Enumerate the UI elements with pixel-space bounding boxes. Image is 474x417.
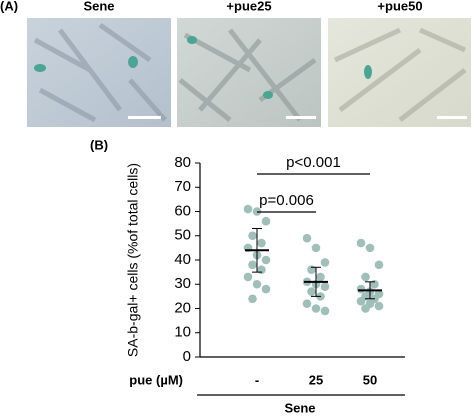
panel-label: (B) xyxy=(90,137,108,152)
image-title: +pue50 xyxy=(377,0,422,13)
data-point xyxy=(248,260,257,270)
data-point xyxy=(248,231,257,241)
data-point xyxy=(374,301,384,311)
y-tick-label: 60 xyxy=(174,202,191,219)
data-point xyxy=(361,272,370,282)
data-point xyxy=(361,304,370,313)
annotation: p=0.006 xyxy=(259,192,314,209)
group-label: Sene xyxy=(284,400,315,415)
y-tick-label: 50 xyxy=(174,227,191,244)
data-point xyxy=(370,279,379,289)
micrograph xyxy=(27,18,171,127)
row-label: pue (µM) xyxy=(129,372,183,387)
data-point xyxy=(374,260,384,270)
y-tick-label: 10 xyxy=(174,324,191,341)
data-point xyxy=(320,258,330,267)
y-axis-label: SA-b-gal+ cells (%of total cells) xyxy=(125,163,141,357)
data-point xyxy=(320,282,330,291)
data-point xyxy=(307,287,316,296)
data-point xyxy=(257,238,266,248)
data-point xyxy=(261,216,271,226)
data-point xyxy=(365,243,375,253)
micrograph xyxy=(177,18,321,127)
data-point xyxy=(356,238,366,248)
y-tick-label: 0 xyxy=(183,348,191,365)
image-title: Sene xyxy=(83,0,114,13)
data-point xyxy=(248,294,257,304)
data-point xyxy=(356,296,366,306)
data-point xyxy=(311,243,321,253)
panel-label: (A) xyxy=(0,0,18,13)
x-tick-label: - xyxy=(255,372,259,387)
data-point xyxy=(257,265,266,275)
data-point xyxy=(243,272,253,282)
x-tick-label: 50 xyxy=(363,372,377,387)
data-point xyxy=(302,299,312,308)
data-point xyxy=(252,279,262,289)
data-point xyxy=(311,304,321,313)
data-point xyxy=(320,306,330,316)
image-title: +pue25 xyxy=(226,0,271,13)
data-point xyxy=(316,272,325,282)
y-tick-label: 40 xyxy=(174,251,191,268)
data-point xyxy=(261,284,271,294)
y-tick-label: 20 xyxy=(174,299,191,316)
data-point xyxy=(302,233,312,243)
data-point xyxy=(356,284,366,294)
x-tick-label: 25 xyxy=(309,372,323,387)
annotation: p<0.001 xyxy=(286,154,341,171)
data-point xyxy=(261,255,271,265)
data-point xyxy=(243,204,253,214)
y-tick-label: 80 xyxy=(174,154,191,171)
micrograph xyxy=(328,18,471,127)
data-point xyxy=(307,265,316,275)
y-tick-label: 70 xyxy=(174,178,191,195)
y-tick-label: 30 xyxy=(174,275,191,292)
